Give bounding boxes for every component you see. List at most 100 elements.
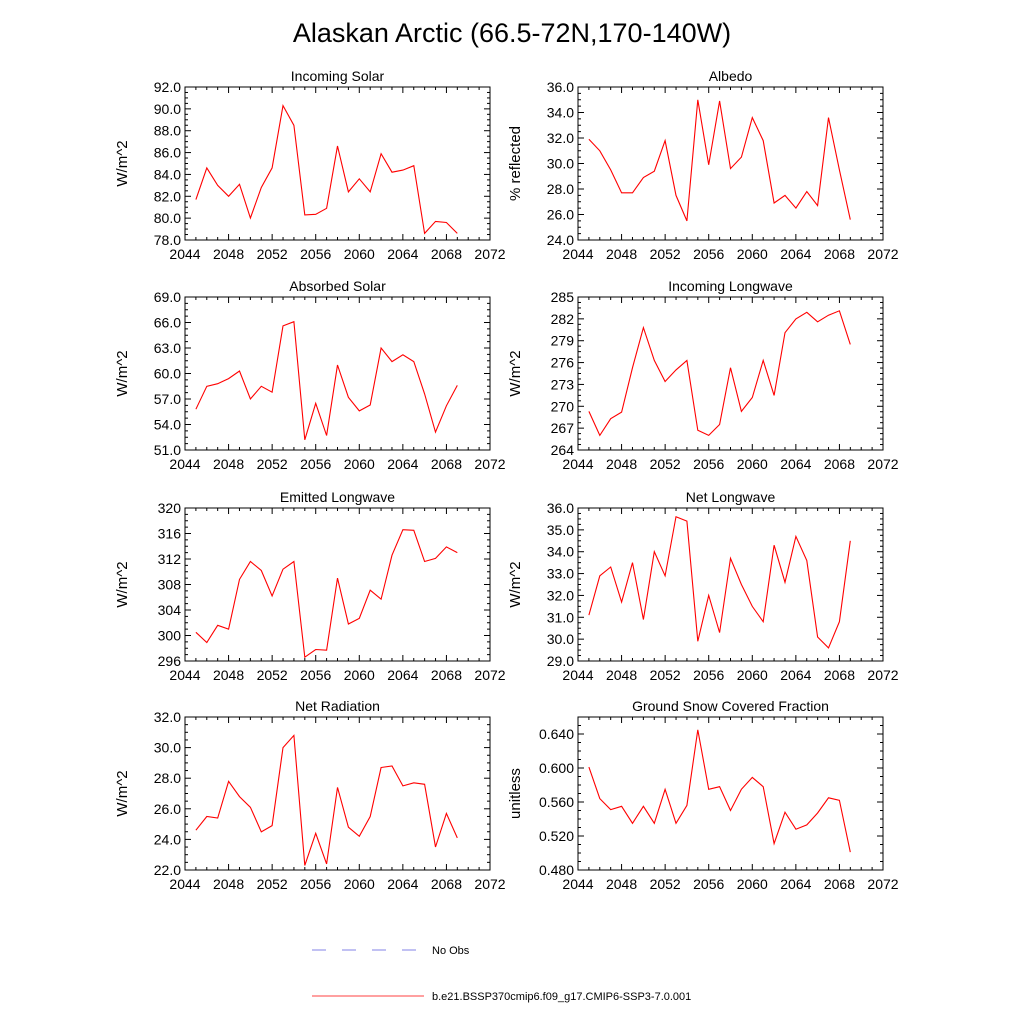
chart-incoming-solar-plot-frame: [184, 86, 491, 241]
chart-incoming-solar-ytick-label: 88.0: [154, 123, 181, 139]
chart-incoming-solar-ytick-label: 80.0: [154, 210, 181, 226]
chart-net-radiation-ytick-label: 32.0: [154, 709, 181, 725]
chart-net-radiation-ytick-label: 26.0: [154, 801, 181, 817]
chart-albedo-ylabel: % reflected: [507, 126, 524, 201]
chart-albedo-plot-frame: [577, 86, 884, 241]
chart-net-longwave-xtick-label: 2072: [867, 667, 898, 683]
chart-ground-snow-covered-fraction-xtick-label: 2064: [780, 876, 811, 892]
chart-net-longwave-ytick-label: 34.0: [547, 544, 574, 560]
chart-incoming-longwave-xtick-label: 2072: [867, 456, 898, 472]
chart-net-radiation-xtick-label: 2056: [300, 876, 331, 892]
legend-label: b.e21.BSSP370cmip6.f09_g17.CMIP6-SSP3-7.…: [432, 991, 691, 1003]
chart-net-longwave-xtick-label: 2048: [606, 667, 637, 683]
chart-net-longwave-ytick-label: 29.0: [547, 653, 574, 669]
chart-ground-snow-covered-fraction-xtick-label: 2068: [824, 876, 855, 892]
chart-absorbed-solar-ytick-label: 63.0: [154, 340, 181, 356]
chart-absorbed-solar-ytick-label: 51.0: [154, 442, 181, 458]
chart-absorbed-solar-ytick-label: 69.0: [154, 289, 181, 305]
chart-net-radiation-xtick-label: 2044: [169, 876, 200, 892]
chart-absorbed-solar-xtick-label: 2052: [257, 456, 288, 472]
chart-absorbed-solar-ylabel: W/m^2: [114, 350, 131, 396]
chart-albedo-title: Albedo: [709, 68, 753, 84]
chart-incoming-longwave-ylabel: W/m^2: [507, 350, 524, 396]
chart-net-radiation-ytick-label: 30.0: [154, 740, 181, 756]
figure-title: Alaskan Arctic (66.5-72N,170-140W): [293, 18, 731, 48]
chart-net-longwave-ytick-label: 31.0: [547, 609, 574, 625]
chart-ground-snow-covered-fraction-xtick-label: 2052: [650, 876, 681, 892]
chart-net-longwave-xtick-label: 2052: [650, 667, 681, 683]
chart-net-radiation-xtick-label: 2064: [387, 876, 418, 892]
chart-emitted-longwave-xtick-label: 2064: [387, 667, 418, 683]
chart-emitted-longwave-xtick-label: 2060: [344, 667, 375, 683]
chart-incoming-longwave-series-line: [588, 310, 851, 437]
chart-incoming-solar-xtick-label: 2048: [213, 246, 244, 262]
chart-net-longwave-xtick-label: 2044: [562, 667, 593, 683]
chart-absorbed-solar-xtick-label: 2064: [387, 456, 418, 472]
chart-net-radiation-xtick-label: 2072: [474, 876, 505, 892]
chart-incoming-longwave: Incoming Longwave W/m^2 2044 2048 2052 2056 20…: [507, 278, 899, 472]
chart-net-radiation-xtick-label: 2068: [431, 876, 462, 892]
chart-incoming-solar-xtick-label: 2044: [169, 246, 200, 262]
chart-net-radiation-title: Net Radiation: [295, 698, 380, 714]
chart-albedo-ytick-label: 30.0: [547, 156, 574, 172]
chart-albedo-xtick-label: 2072: [867, 246, 898, 262]
chart-albedo-series-line: [588, 99, 851, 222]
chart-emitted-longwave-plot-frame: [184, 507, 491, 662]
chart-albedo-xtick-label: 2044: [562, 246, 593, 262]
chart-ground-snow-covered-fraction-ytick-label: 0.520: [539, 828, 574, 844]
chart-absorbed-solar-xtick-label: 2044: [169, 456, 200, 472]
chart-absorbed-solar-xtick-label: 2072: [474, 456, 505, 472]
chart-net-radiation-xtick-label: 2060: [344, 876, 375, 892]
chart-ground-snow-covered-fraction-ytick-label: 0.480: [539, 862, 574, 878]
chart-net-longwave: Net Longwave W/m^2 2044 2048 2052 2056 2060 206…: [507, 489, 899, 683]
chart-incoming-solar-ytick-label: 82.0: [154, 188, 181, 204]
chart-absorbed-solar-ytick-label: 54.0: [154, 417, 181, 433]
chart-emitted-longwave-xtick-label: 2056: [300, 667, 331, 683]
chart-incoming-longwave-xtick-label: 2056: [693, 456, 724, 472]
chart-emitted-longwave-xtick-label: 2044: [169, 667, 200, 683]
chart-incoming-longwave-xtick-label: 2044: [562, 456, 593, 472]
chart-absorbed-solar-ytick-label: 66.0: [154, 315, 181, 331]
chart-absorbed-solar-ytick-label: 57.0: [154, 391, 181, 407]
chart-albedo-xtick-label: 2064: [780, 246, 811, 262]
chart-ground-snow-covered-fraction-series-line: [588, 729, 851, 853]
chart-albedo-ytick-label: 26.0: [547, 207, 574, 223]
chart-incoming-longwave-ytick-label: 270: [551, 398, 575, 414]
chart-incoming-longwave-ytick-label: 267: [551, 420, 575, 436]
chart-emitted-longwave-title: Emitted Longwave: [280, 489, 395, 505]
chart-ground-snow-covered-fraction-ytick-label: 0.600: [539, 760, 574, 776]
chart-ground-snow-covered-fraction-xtick-label: 2048: [606, 876, 637, 892]
chart-albedo-xtick-label: 2048: [606, 246, 637, 262]
chart-absorbed-solar-xtick-label: 2056: [300, 456, 331, 472]
chart-albedo-ytick-label: 28.0: [547, 181, 574, 197]
chart-incoming-longwave-xtick-label: 2064: [780, 456, 811, 472]
chart-ground-snow-covered-fraction-xtick-label: 2056: [693, 876, 724, 892]
chart-incoming-solar-ytick-label: 86.0: [154, 145, 181, 161]
chart-net-radiation-ylabel: W/m^2: [114, 770, 131, 816]
chart-net-longwave-ytick-label: 33.0: [547, 566, 574, 582]
chart-incoming-longwave-ytick-label: 273: [551, 376, 575, 392]
chart-incoming-longwave-xtick-label: 2048: [606, 456, 637, 472]
chart-albedo-xtick-label: 2052: [650, 246, 681, 262]
chart-emitted-longwave-ytick-label: 320: [158, 500, 182, 516]
chart-absorbed-solar-xtick-label: 2068: [431, 456, 462, 472]
chart-ground-snow-covered-fraction-xtick-label: 2072: [867, 876, 898, 892]
chart-absorbed-solar-xtick-label: 2048: [213, 456, 244, 472]
chart-net-longwave-ytick-label: 36.0: [547, 500, 574, 516]
legend-item-model-run: b.e21.BSSP370cmip6.f09_g17.CMIP6-SSP3-7.…: [312, 991, 691, 1003]
chart-incoming-solar-xtick-label: 2068: [431, 246, 462, 262]
chart-emitted-longwave-xtick-label: 2068: [431, 667, 462, 683]
chart-ground-snow-covered-fraction-xtick-label: 2060: [737, 876, 768, 892]
chart-net-longwave-series-line: [588, 515, 851, 649]
chart-incoming-solar-xtick-label: 2060: [344, 246, 375, 262]
chart-net-radiation: Net Radiation W/m^2 2044 2048 2052 2056 2060 20…: [114, 698, 506, 892]
chart-incoming-solar-ytick-label: 92.0: [154, 79, 181, 95]
chart-emitted-longwave-xtick-label: 2052: [257, 667, 288, 683]
chart-ground-snow-covered-fraction-ylabel: unitless: [507, 768, 524, 819]
chart-emitted-longwave-xtick-label: 2072: [474, 667, 505, 683]
chart-ground-snow-covered-fraction: Ground Snow Covered Fraction unitless 2044…: [507, 698, 899, 892]
chart-net-radiation-xtick-label: 2048: [213, 876, 244, 892]
chart-albedo-xtick-label: 2056: [693, 246, 724, 262]
chart-ground-snow-covered-fraction-title: Ground Snow Covered Fraction: [632, 698, 829, 714]
